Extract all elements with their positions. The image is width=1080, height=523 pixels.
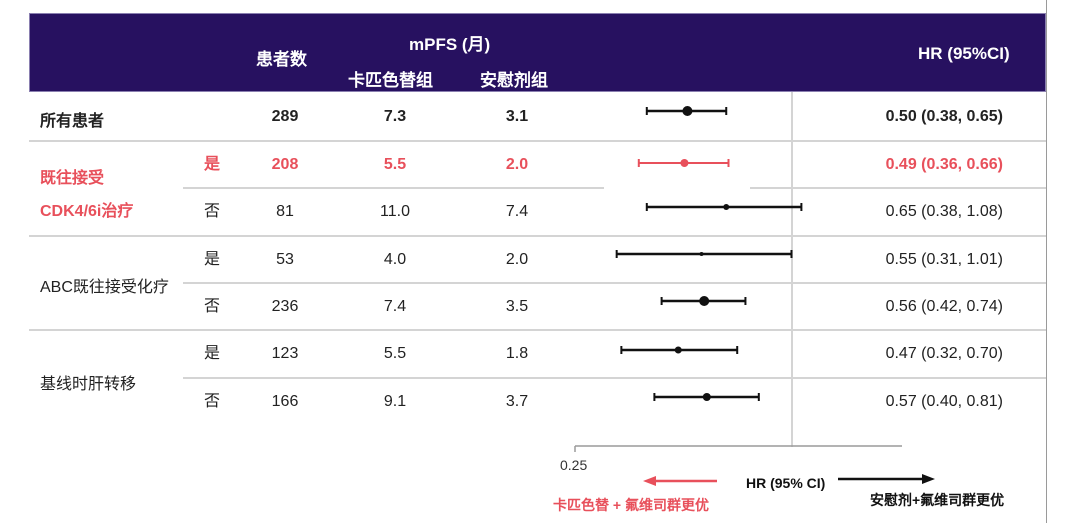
mpfs-capivasertib: 11.0 [380,203,410,220]
hr-ci-value: 0.47 (0.32, 0.70) [885,345,1003,362]
header-mpfs: mPFS (月) [409,35,491,54]
divider [183,187,604,189]
mpfs-capivasertib: 7.4 [383,298,407,315]
divider [183,377,1046,379]
mpfs-capivasertib: 5.5 [383,345,407,362]
table-row: 是 208 5.5 2.0 0.49 (0.36, 0.66) [29,141,1046,188]
group-label-cdk-line1: 既往接受 [40,170,105,187]
subgroup-label: 是 [204,156,221,173]
divider [29,329,1046,331]
x-axis-title: HR (95% CI) [746,475,826,491]
favors-left-label: 卡匹色替 + 氟维司群更优 [553,497,709,513]
table-row: 否 81 11.0 7.4 0.65 (0.38, 1.08) [29,188,1046,235]
mpfs-capivasertib: 5.5 [383,156,407,173]
hr-ci-value: 0.49 (0.36, 0.66) [885,156,1003,173]
table-row: 否 166 9.1 3.7 0.57 (0.40, 0.81) [29,378,1046,425]
subgroup-label: 是 [204,251,221,268]
patient-count: 236 [271,298,299,315]
arrow-right-icon [922,474,935,484]
mpfs-placebo: 2.0 [505,251,529,268]
group-label-all: 所有患者 [40,113,105,130]
hr-ci-value: 0.56 (0.42, 0.74) [885,298,1003,315]
favors-right-label: 安慰剂+氟维司群更优 [870,492,1005,508]
reference-line [791,92,793,447]
hr-ci-value: 0.57 (0.40, 0.81) [885,393,1003,410]
divider [183,282,1046,284]
hr-ci-value: 0.50 (0.38, 0.65) [885,108,1003,125]
patient-count: 53 [276,251,294,268]
hr-point [674,346,682,354]
table-row: 是 123 5.5 1.8 0.47 (0.32, 0.70) [29,330,1046,377]
hr-point [680,159,689,167]
header-hr: HR (95%CI) [918,44,1010,63]
x-tick-label: 0.25 [560,457,588,473]
subgroup-label: 否 [204,203,221,220]
mpfs-placebo: 2.0 [505,156,529,173]
hr-ci-value: 0.55 (0.31, 1.01) [885,251,1003,268]
divider [29,140,1046,142]
mpfs-capivasertib: 7.3 [383,108,407,125]
figure-frame [1046,0,1047,523]
mpfs-capivasertib: 9.1 [383,393,407,410]
subgroup-label: 是 [204,345,221,362]
table-row: 否 236 7.4 3.5 0.56 (0.42, 0.74) [29,283,1046,330]
divider [750,187,1046,189]
hr-ci-value: 0.65 (0.38, 1.08) [885,203,1003,220]
patient-count: 123 [271,345,299,362]
table-row: 是 53 4.0 2.0 0.55 (0.31, 1.01) [29,236,1046,283]
patient-count: 208 [271,156,299,173]
group-label-chemo: ABC既往接受化疗 [40,279,169,296]
hr-point [702,393,711,401]
mpfs-placebo: 3.1 [505,108,529,125]
mpfs-placebo: 3.7 [505,393,529,410]
patient-count: 166 [271,393,299,410]
mpfs-placebo: 1.8 [505,345,529,362]
mpfs-capivasertib: 4.0 [383,251,407,268]
subgroup-label: 否 [204,298,221,315]
mpfs-placebo: 7.4 [505,203,529,220]
patient-count: 81 [276,203,294,220]
arrow-left-icon [643,476,656,486]
subgroup-label: 否 [204,393,221,410]
mpfs-placebo: 3.5 [505,298,529,315]
divider [29,235,1046,237]
header-placebo: 安慰剂组 [480,71,548,90]
hr-point [723,204,730,210]
header-patients: 患者数 [256,50,307,69]
hr-point [699,296,710,306]
group-label-liver: 基线时肝转移 [40,376,137,393]
table-row: 289 7.3 3.1 0.50 (0.38, 0.65) [29,93,1046,140]
header-capivasertib: 卡匹色替组 [348,71,433,90]
hr-point [699,252,704,256]
group-label-cdk-line2: CDK4/6i治疗 [40,203,134,220]
table-header [29,13,1046,92]
hr-point [682,106,693,116]
patient-count: 289 [271,108,299,125]
